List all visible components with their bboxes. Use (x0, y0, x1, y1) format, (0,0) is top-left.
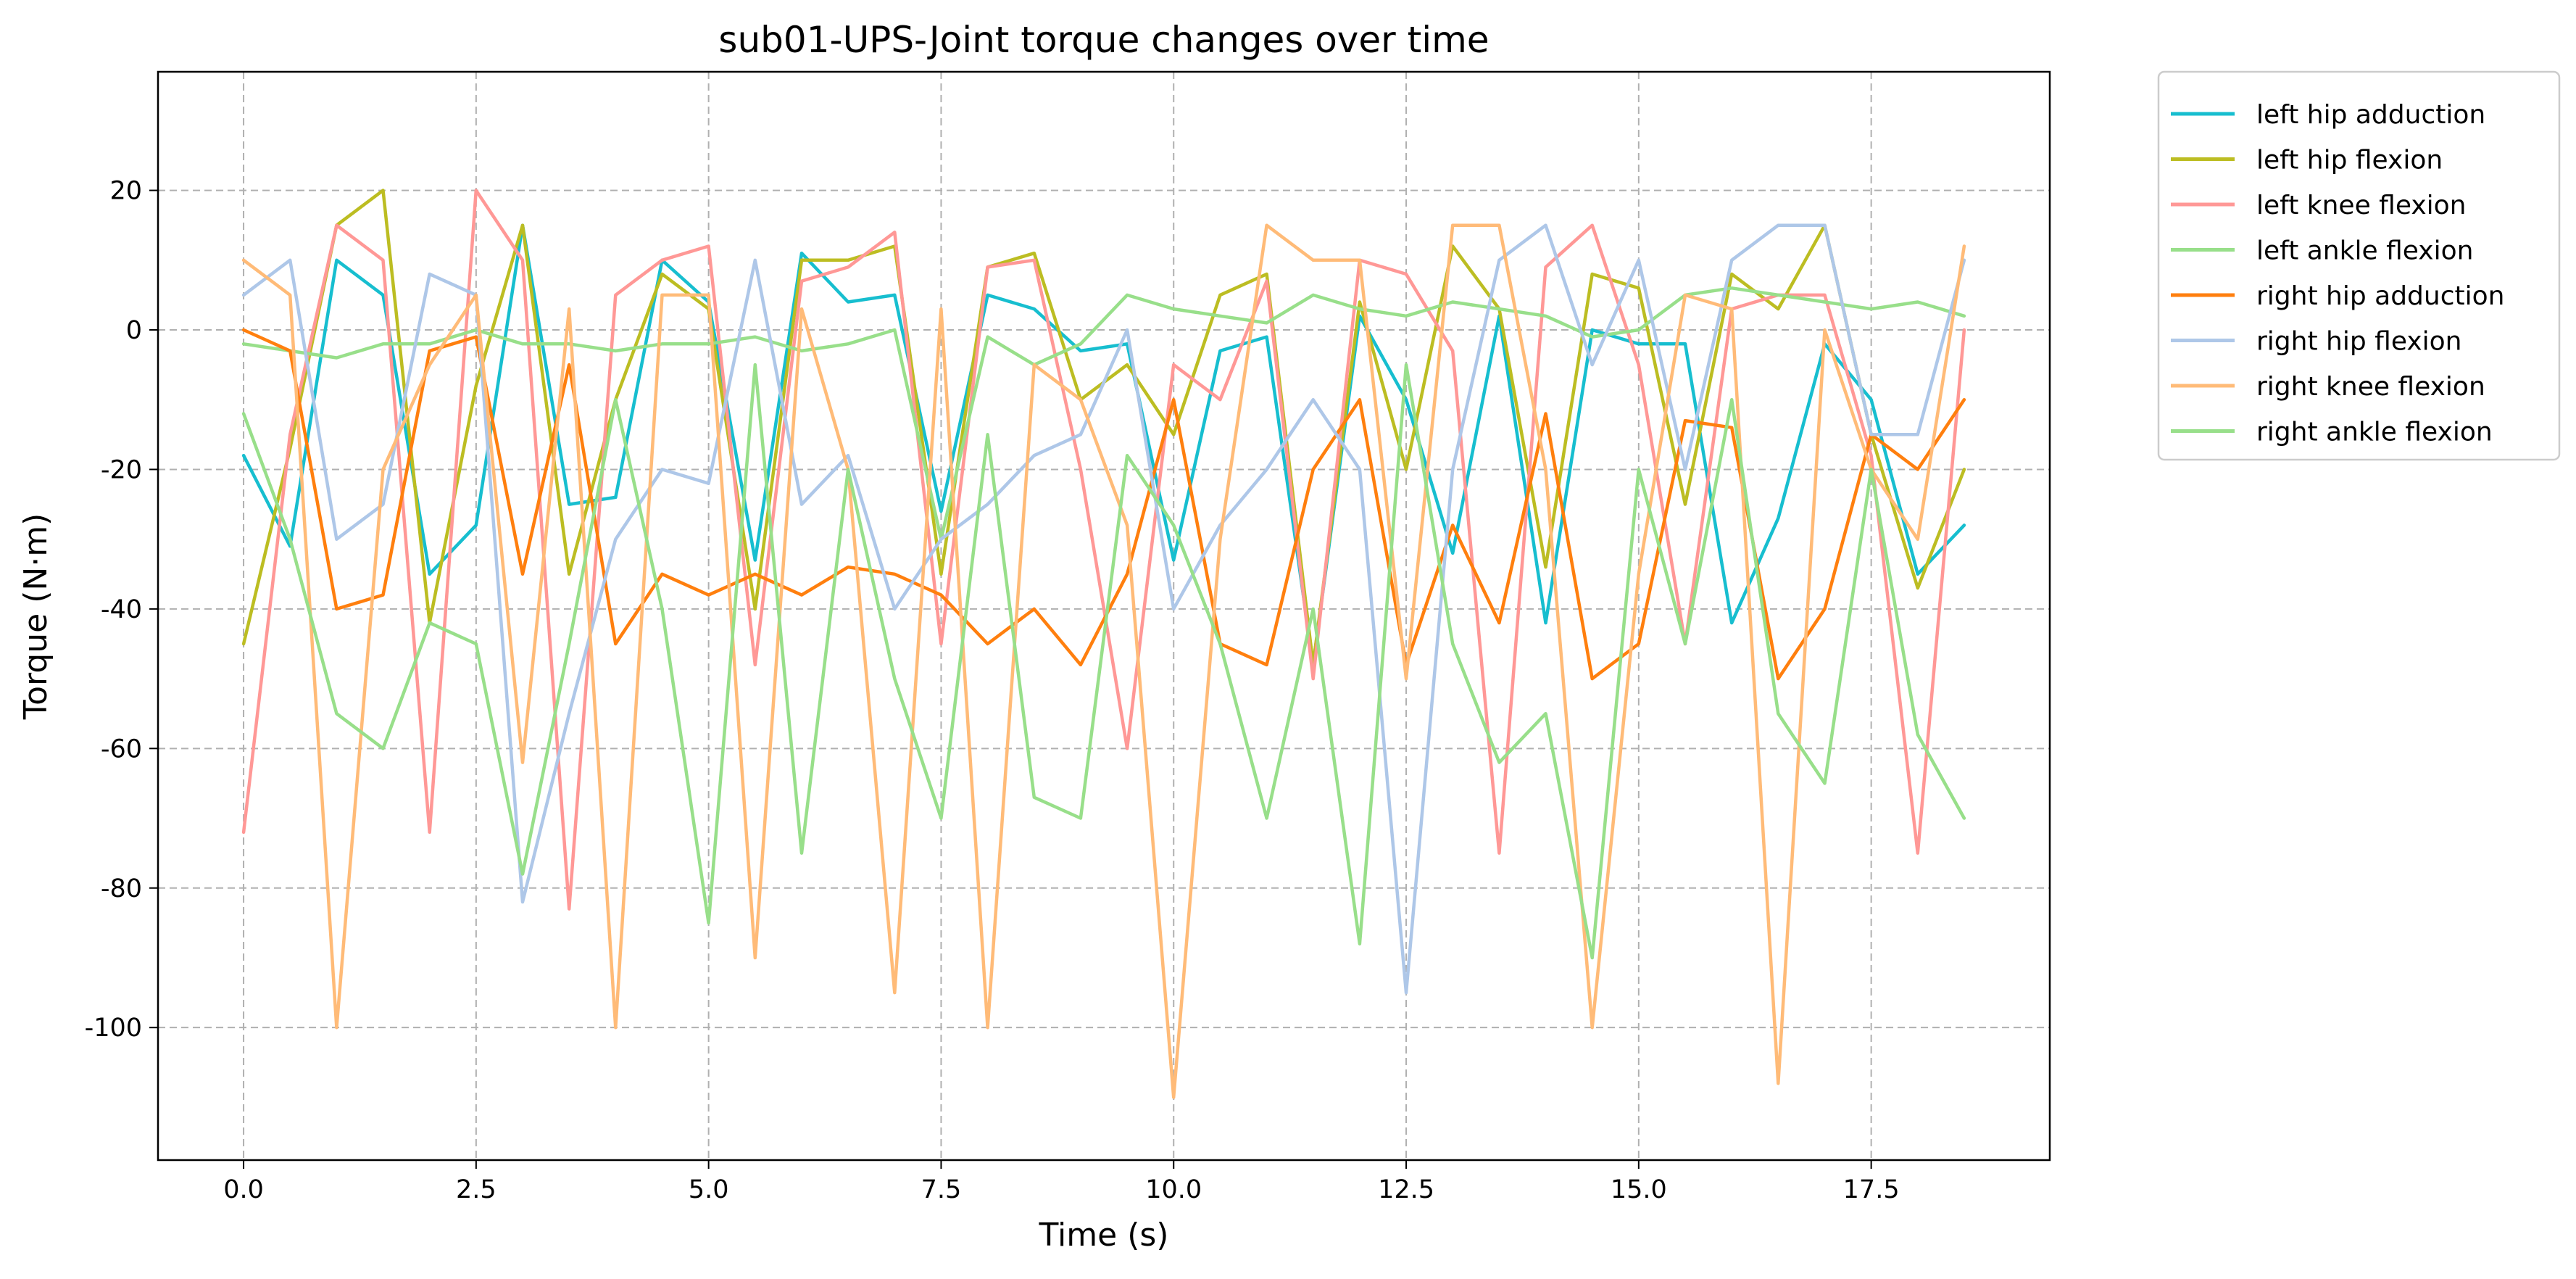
y-tick-label: 20 (109, 177, 142, 206)
x-tick-label: 2.5 (456, 1175, 496, 1204)
y-tick-label: -20 (101, 455, 142, 484)
x-tick-label: 7.5 (921, 1175, 962, 1204)
legend-label: left knee flexion (2256, 191, 2467, 220)
y-tick-label: -80 (101, 874, 142, 903)
x-axis-label: Time (s) (1039, 1217, 1169, 1254)
legend: left hip adduction left hip flexion left k… (2157, 70, 2561, 461)
x-tick-label: 12.5 (1378, 1175, 1434, 1204)
series-line-4 (241, 286, 1966, 541)
series-line-3 (241, 189, 1966, 911)
y-tick-label: 0 (126, 316, 142, 345)
y-tick-label: -60 (101, 734, 142, 763)
x-tick-label: 5.0 (689, 1175, 729, 1204)
legend-label: right knee flexion (2256, 372, 2485, 402)
plot-frame (157, 70, 2051, 1162)
x-tick-label: 15.0 (1611, 1175, 1667, 1204)
y-axis-label: Torque (N·m) (17, 513, 54, 721)
legend-label: left hip adduction (2256, 100, 2485, 130)
y-tick-label: -100 (85, 1014, 142, 1043)
legend-frame (2157, 70, 2561, 461)
x-tick-label: 0.0 (223, 1175, 264, 1204)
legend-label: left hip flexion (2256, 146, 2443, 175)
x-tick-label: 10.0 (1145, 1175, 1202, 1204)
series-line-7 (241, 223, 1966, 1099)
chart-title: sub01-UPS-Joint torque changes over time (718, 19, 1489, 61)
series-line-5 (241, 328, 1966, 681)
legend-label: right ankle flexion (2256, 418, 2493, 447)
y-tick-label: -40 (101, 595, 142, 624)
axis-ticks: 0.0 2.5 5.0 7.5 10.0 12.5 15.0 17.5 20 0 -20 -40 -60… (85, 177, 1900, 1204)
series-lines (241, 189, 1966, 1099)
series-line-8 (241, 363, 1966, 960)
series-line-6 (241, 223, 1966, 995)
legend-label: right hip adduction (2256, 281, 2504, 311)
legend-label: right hip flexion (2256, 327, 2461, 357)
x-tick-label: 17.5 (1843, 1175, 1900, 1204)
grid-lines (158, 72, 2050, 1160)
legend-label: left ankle flexion (2256, 236, 2473, 266)
